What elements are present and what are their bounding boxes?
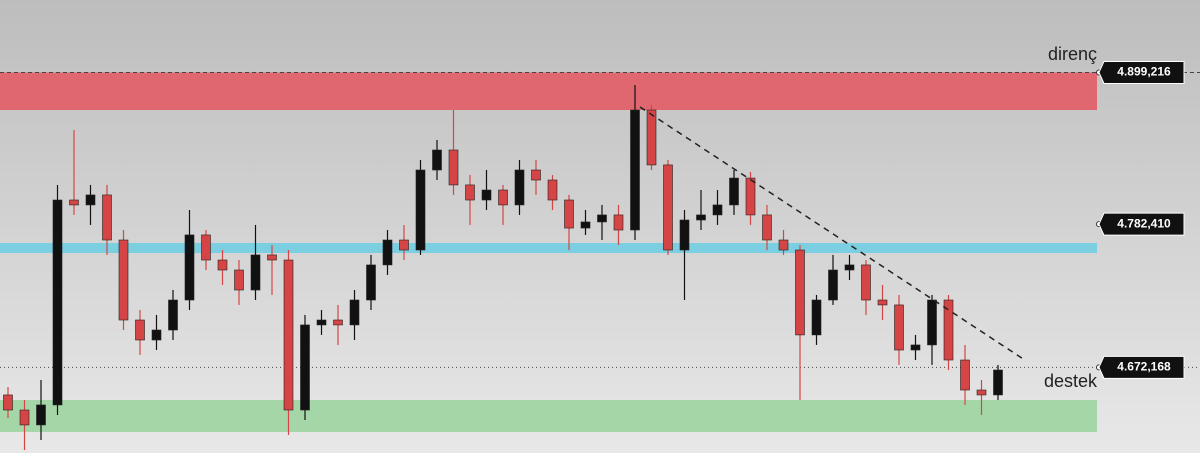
candle-body — [927, 299, 937, 346]
candle-body — [894, 304, 904, 351]
price-label: 4.782,410 — [1117, 216, 1171, 230]
candle-body — [349, 299, 360, 326]
candle-body — [184, 234, 195, 301]
candle-body — [828, 269, 838, 301]
candle-body — [316, 319, 327, 326]
price-tag — [1098, 355, 1185, 379]
candle-body — [234, 269, 244, 291]
candle-body — [267, 254, 277, 261]
candle-body — [201, 234, 211, 261]
candle-body — [250, 254, 261, 291]
candle-body — [36, 404, 46, 426]
candle-body — [729, 177, 739, 206]
candle-body — [283, 259, 294, 411]
candle-body — [943, 299, 954, 361]
candle-body — [712, 204, 723, 216]
candle-body — [217, 259, 228, 271]
candle-body — [613, 214, 624, 231]
candle-body — [844, 264, 855, 271]
level-name: direnç — [1048, 44, 1097, 64]
candle-body — [910, 344, 921, 351]
zone — [0, 72, 1097, 111]
level-name: destek — [1044, 371, 1098, 391]
candle-body — [448, 149, 459, 186]
candle-body — [861, 264, 871, 301]
candle-body — [333, 319, 343, 326]
candle-body — [135, 319, 145, 341]
candle-body — [564, 199, 574, 229]
price-label: 4.672,168 — [1117, 359, 1171, 373]
candle-body — [976, 389, 987, 396]
candle-body — [877, 299, 888, 306]
candle-body — [382, 239, 393, 266]
candle-body — [300, 324, 310, 411]
candle-body — [547, 179, 558, 201]
candle-body — [580, 221, 591, 229]
candle-body — [3, 394, 13, 411]
zone — [0, 242, 1097, 253]
candle-body — [399, 239, 409, 251]
candle-body — [597, 214, 607, 223]
candle-body — [960, 359, 970, 391]
candle-body — [696, 214, 706, 221]
candle-body — [69, 199, 79, 206]
candle-body — [514, 169, 525, 206]
candle-body — [102, 194, 112, 241]
candle-body — [415, 169, 426, 251]
candle-body — [762, 214, 772, 241]
candle-body — [432, 149, 442, 171]
candle-body — [85, 194, 96, 206]
candle-body — [531, 169, 541, 181]
zone — [0, 400, 1097, 432]
candle-body — [663, 164, 673, 251]
candle-body — [118, 239, 129, 321]
candle-body — [778, 239, 789, 251]
candle-body — [366, 264, 376, 301]
candle-body — [498, 189, 508, 206]
candle-body — [19, 409, 30, 426]
price-tag — [1098, 60, 1185, 84]
candle-body — [481, 189, 492, 201]
price-tag — [1098, 212, 1185, 236]
candle-body — [646, 109, 657, 166]
candle-body — [745, 177, 756, 216]
candle-body — [52, 199, 63, 406]
price-label: 4.899,216 — [1117, 65, 1171, 79]
candle-body — [630, 109, 640, 231]
candle-body — [151, 329, 162, 341]
candle-body — [993, 369, 1003, 396]
candle-body — [679, 219, 690, 251]
candle-body — [811, 299, 822, 336]
candle-body — [465, 184, 475, 201]
candle-body — [795, 249, 805, 336]
candle-body — [168, 299, 178, 331]
